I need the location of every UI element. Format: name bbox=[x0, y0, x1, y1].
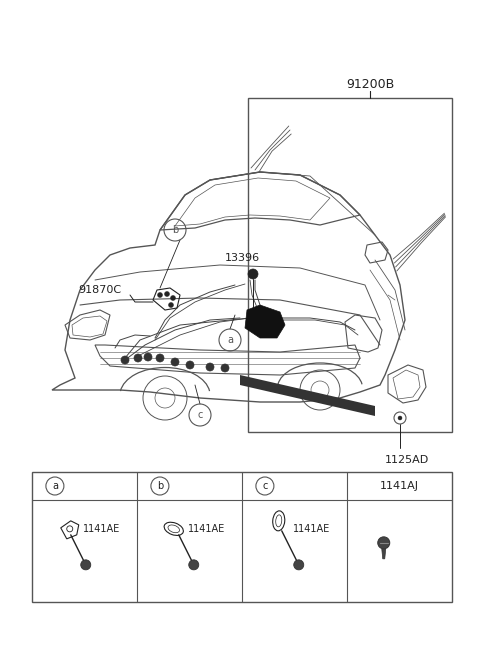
Text: b: b bbox=[172, 225, 178, 235]
Circle shape bbox=[168, 303, 173, 307]
Circle shape bbox=[144, 353, 152, 361]
Polygon shape bbox=[382, 549, 386, 559]
Circle shape bbox=[398, 416, 402, 420]
Text: c: c bbox=[197, 410, 203, 420]
Circle shape bbox=[171, 358, 179, 366]
Text: 91200B: 91200B bbox=[346, 79, 394, 92]
Text: 1141AJ: 1141AJ bbox=[380, 481, 419, 491]
Polygon shape bbox=[245, 305, 285, 338]
Text: 1125AD: 1125AD bbox=[385, 455, 429, 465]
Circle shape bbox=[156, 354, 164, 362]
Text: 91870C: 91870C bbox=[78, 285, 121, 295]
Circle shape bbox=[206, 363, 214, 371]
Circle shape bbox=[81, 560, 91, 570]
Circle shape bbox=[248, 269, 258, 279]
Circle shape bbox=[165, 291, 169, 297]
Text: c: c bbox=[262, 481, 267, 491]
Text: 1141AE: 1141AE bbox=[83, 523, 120, 534]
Text: 1141AE: 1141AE bbox=[188, 523, 225, 534]
Circle shape bbox=[134, 354, 142, 362]
Text: a: a bbox=[227, 335, 233, 345]
Bar bbox=[248, 98, 452, 432]
Circle shape bbox=[121, 356, 129, 364]
Text: 13396: 13396 bbox=[225, 253, 260, 263]
Circle shape bbox=[170, 295, 176, 301]
Circle shape bbox=[157, 293, 163, 297]
Circle shape bbox=[189, 560, 199, 570]
Circle shape bbox=[294, 560, 304, 570]
Text: 1141AE: 1141AE bbox=[293, 523, 330, 534]
Circle shape bbox=[186, 361, 194, 369]
Circle shape bbox=[378, 537, 390, 549]
Circle shape bbox=[221, 364, 229, 372]
Text: b: b bbox=[157, 481, 163, 491]
Text: a: a bbox=[52, 481, 58, 491]
Bar bbox=[32, 472, 452, 602]
